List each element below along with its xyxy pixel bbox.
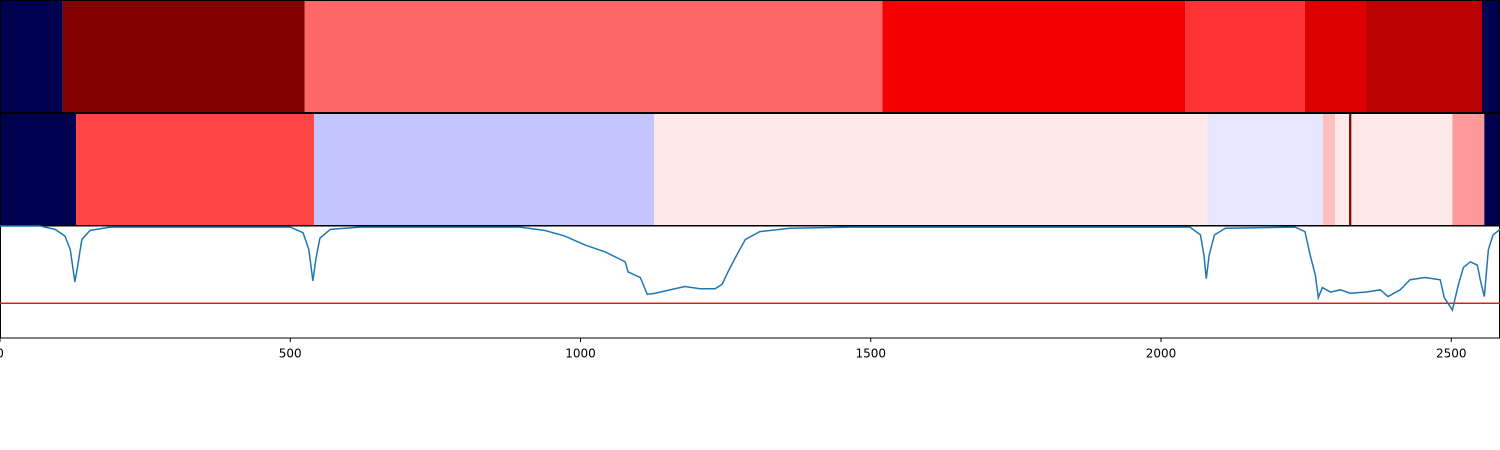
x-tick-label: 500 <box>279 347 302 361</box>
x-tick-label: 0 <box>0 347 4 361</box>
strip-segment <box>1484 114 1500 225</box>
strip-segment <box>1349 114 1352 225</box>
strip-segment <box>76 114 315 225</box>
strip-segment <box>0 1 63 112</box>
strip-segment <box>1185 1 1305 112</box>
plot-frame <box>0 225 1500 339</box>
strip-segment <box>314 114 655 225</box>
strip-segment <box>1322 114 1336 225</box>
strip-segment <box>1335 114 1350 225</box>
strip-segment <box>1452 114 1485 225</box>
strip-segment <box>0 114 77 225</box>
strip-segment <box>1207 114 1323 225</box>
x-tick-label: 1000 <box>565 347 596 361</box>
strip-segment <box>1304 1 1367 112</box>
x-tick-label: 2000 <box>1146 347 1177 361</box>
strip-segment <box>1482 1 1500 112</box>
strip-segment <box>62 1 305 112</box>
strip-segment <box>304 1 883 112</box>
strip-segment <box>882 1 1186 112</box>
strip-segment <box>1351 114 1453 225</box>
strip-segment <box>1366 1 1483 112</box>
x-tick-label: 2500 <box>1436 347 1467 361</box>
line <box>0 225 1500 312</box>
x-tick-label: 1500 <box>855 347 886 361</box>
strip-segment <box>654 114 1208 225</box>
